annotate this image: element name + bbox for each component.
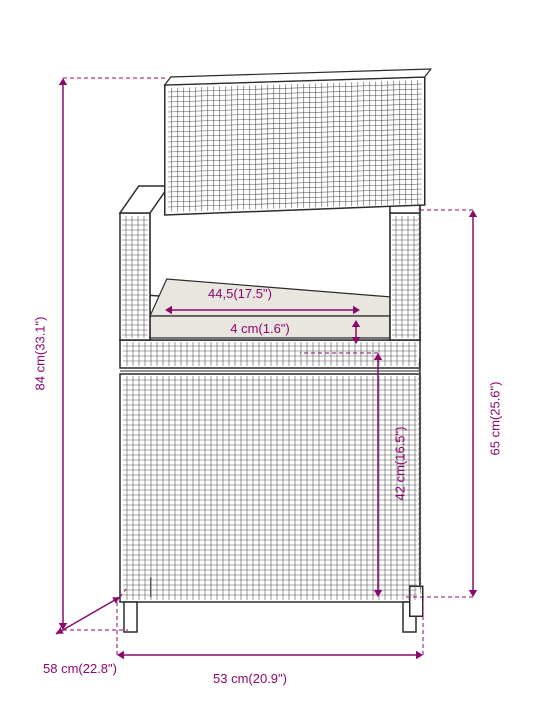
label-arm-height: 65 cm(25.6") (488, 369, 503, 469)
label-seat-height: 42 cm(16.5") (393, 414, 408, 514)
label-seat-width: 44,5(17.5") (190, 286, 290, 301)
label-cushion-height: 4 cm(1.6") (210, 321, 310, 336)
label-width: 53 cm(20.9") (200, 671, 300, 686)
label-total-height: 84 cm(33.1") (33, 304, 48, 404)
diagram-stage: 84 cm(33.1") 65 cm(25.6") 42 cm(16.5") 5… (0, 0, 540, 720)
dimension-diagram-svg (0, 0, 540, 720)
label-depth: 58 cm(22.8") (30, 661, 130, 676)
